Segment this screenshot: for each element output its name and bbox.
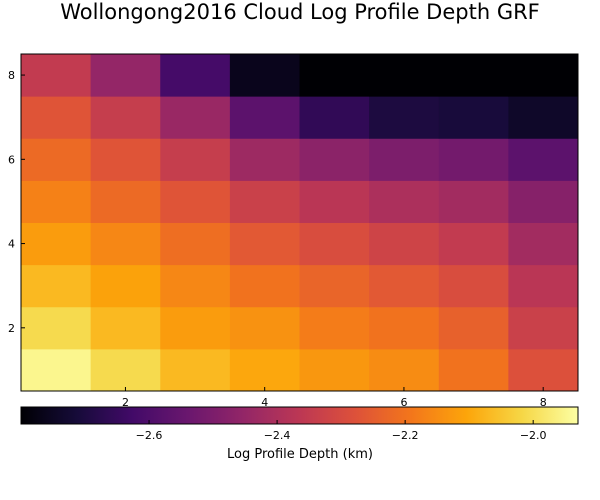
heatmap-cell bbox=[508, 54, 579, 97]
heatmap-cell bbox=[369, 180, 440, 223]
heatmap-cell bbox=[299, 264, 370, 308]
heatmap-cell bbox=[299, 138, 370, 181]
heatmap-cell bbox=[229, 264, 300, 308]
heatmap-cell bbox=[90, 96, 161, 139]
plot-frame bbox=[20, 53, 579, 392]
heatmap-cell bbox=[160, 264, 231, 308]
heatmap-cell bbox=[369, 222, 440, 266]
y-tick-label: 4 bbox=[8, 238, 15, 251]
heatmap-cell bbox=[369, 54, 440, 97]
heatmap-cell bbox=[229, 222, 300, 266]
colorbar-tick-label: −2.2 bbox=[392, 429, 419, 442]
heatmap-cell bbox=[90, 138, 161, 181]
heatmap-cell bbox=[369, 96, 440, 139]
heatmap-cell bbox=[160, 222, 231, 266]
colorbar bbox=[20, 406, 579, 425]
heatmap-cell bbox=[21, 348, 92, 392]
heatmap-cell bbox=[299, 96, 370, 139]
colorbar-tick-label: −2.4 bbox=[264, 429, 291, 442]
colorbar-label: Log Profile Depth (km) bbox=[227, 447, 373, 462]
y-tick-label: 8 bbox=[8, 69, 15, 82]
heatmap-cell bbox=[229, 138, 300, 181]
heatmap-cell bbox=[90, 54, 161, 97]
heatmap-cell bbox=[438, 348, 509, 392]
heatmap-cell bbox=[438, 96, 509, 139]
colorbar-tick-label: −2.6 bbox=[136, 429, 163, 442]
heatmap-cell bbox=[90, 180, 161, 223]
heatmap-cell bbox=[229, 96, 300, 139]
heatmap-cell bbox=[299, 180, 370, 223]
heatmap-cell bbox=[369, 138, 440, 181]
x-tick-label: 2 bbox=[122, 396, 129, 409]
heatmap-cell bbox=[160, 138, 231, 181]
heatmap-cell bbox=[438, 264, 509, 308]
heatmap-cell bbox=[160, 180, 231, 223]
heatmap-cell bbox=[90, 348, 161, 392]
heatmap-cell bbox=[299, 306, 370, 350]
heatmap-cell bbox=[229, 180, 300, 223]
heatmap-cell bbox=[21, 138, 92, 181]
heatmap-cell bbox=[299, 348, 370, 392]
heatmap-cell bbox=[229, 306, 300, 350]
heatmap-cell bbox=[229, 348, 300, 392]
chart-title: Wollongong2016 Cloud Log Profile Depth G… bbox=[60, 0, 540, 24]
heatmap-cell bbox=[160, 306, 231, 350]
heatmap-cell bbox=[508, 96, 579, 139]
heatmap-cell bbox=[160, 348, 231, 392]
heatmap-cell bbox=[508, 306, 579, 350]
heatmap-cell bbox=[508, 180, 579, 223]
heatmap-cell bbox=[160, 54, 231, 97]
heatmap-cell bbox=[160, 96, 231, 139]
colorbar-ticks: −2.6 −2.4 −2.2 −2.0 bbox=[136, 420, 547, 442]
heatmap-cell bbox=[21, 306, 92, 350]
heatmap-cell bbox=[21, 54, 92, 97]
heatmap-cell bbox=[21, 264, 92, 308]
heatmap-cell bbox=[369, 264, 440, 308]
heatmap-cell bbox=[299, 222, 370, 266]
colorbar-tick-label: −2.0 bbox=[520, 429, 547, 442]
heatmap-cell bbox=[369, 348, 440, 392]
heatmap-cell bbox=[438, 222, 509, 266]
heatmap-cell bbox=[438, 180, 509, 223]
heatmap-cell bbox=[299, 54, 370, 97]
heatmap-cell bbox=[90, 264, 161, 308]
y-tick-label: 2 bbox=[8, 322, 15, 335]
x-tick-label: 6 bbox=[400, 396, 407, 409]
heatmap-cell bbox=[90, 306, 161, 350]
heatmap-cell bbox=[21, 96, 92, 139]
y-tick-label: 6 bbox=[8, 153, 15, 166]
heatmap-cell bbox=[21, 222, 92, 266]
heatmap-cell bbox=[229, 54, 300, 97]
heatmap-cell bbox=[508, 222, 579, 266]
heatmap-cell bbox=[508, 138, 579, 181]
x-tick-label: 8 bbox=[540, 396, 547, 409]
heatmap-cell bbox=[508, 264, 579, 308]
heatmap-cell bbox=[21, 180, 92, 223]
heatmap-cell bbox=[438, 54, 509, 97]
heatmap-cell bbox=[438, 306, 509, 350]
x-tick-label: 4 bbox=[261, 396, 268, 409]
y-axis: 2 4 6 8 bbox=[8, 69, 25, 335]
heatmap-cell bbox=[508, 348, 579, 392]
heatmap-cell bbox=[369, 306, 440, 350]
x-axis: 2 4 6 8 bbox=[122, 387, 547, 409]
heatmap-cell bbox=[438, 138, 509, 181]
heatmap-cells bbox=[21, 54, 579, 392]
heatmap-cell bbox=[90, 222, 161, 266]
